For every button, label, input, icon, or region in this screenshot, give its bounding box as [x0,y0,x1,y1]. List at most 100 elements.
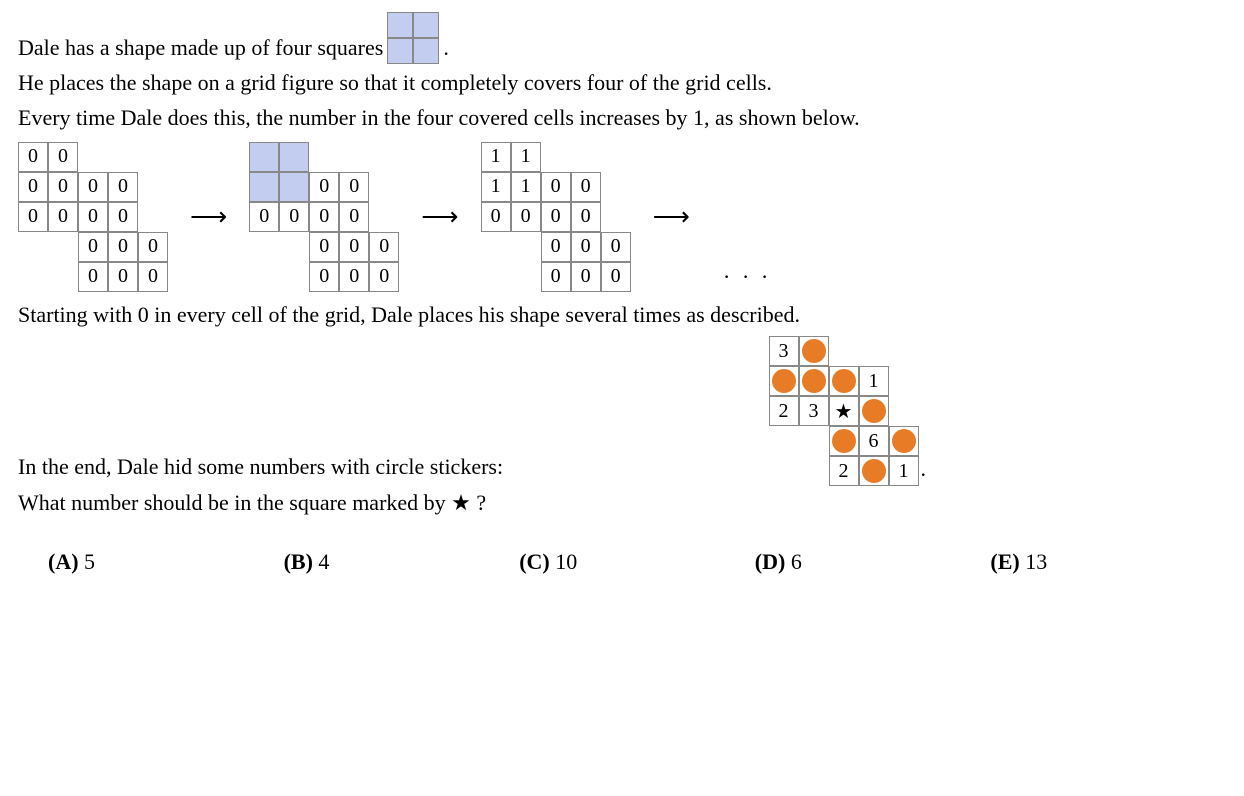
question-line-1: Dale has a shape made up of four squares… [18,12,1226,66]
grid-cell [799,336,829,366]
grid-cell: 1 [511,172,541,202]
empty-cell [541,142,571,172]
star-icon: ★ [835,399,853,424]
empty-cell [279,262,309,292]
grid-cell: 0 [601,262,631,292]
shape-cell [387,38,413,64]
grid-cell: 0 [18,172,48,202]
grid-cell: 0 [309,172,339,202]
grid-cell: 3 [799,396,829,426]
question-line-2: He places the shape on a grid figure so … [18,68,1226,101]
grid-cell: 0 [339,262,369,292]
question-line-3: Every time Dale does this, the number in… [18,103,1226,136]
grid-cell: 1 [481,142,511,172]
empty-cell [511,232,541,262]
grid-cell: 0 [369,232,399,262]
grid-cell: 1 [511,142,541,172]
grid-cell: 0 [48,172,78,202]
answer-choice-a: (A) 5 [18,549,284,575]
answer-value: 10 [555,549,577,574]
sticker-icon [802,339,826,363]
shape-cell [413,38,439,64]
grid-cell: 0 [108,232,138,262]
question-line-6: What number should be in the square mark… [18,488,1226,521]
grid-cell: 2 [829,456,859,486]
answer-choice-e: (E) 13 [990,549,1226,575]
grid-cell: 0 [511,202,541,232]
text-fragment: What number should be in the square mark… [18,488,486,521]
grid-cell: 1 [889,456,919,486]
grid-cell: 0 [48,142,78,172]
answer-value: 4 [318,549,329,574]
empty-cell [799,426,829,456]
final-grid-row: In the end, Dale hid some numbers with c… [18,336,1226,486]
grid-cell [249,172,279,202]
empty-cell [48,232,78,262]
grid-cell: 0 [78,262,108,292]
grid-cell: 0 [481,202,511,232]
empty-cell [769,456,799,486]
answer-choice-d: (D) 6 [755,549,991,575]
empty-cell [369,202,399,232]
empty-cell [601,202,631,232]
grid-cell: 0 [309,202,339,232]
ellipsis: . . . [712,258,784,292]
answer-value: 6 [791,549,802,574]
sticker-icon [892,429,916,453]
grid-cell: 0 [48,202,78,232]
sticker-icon [832,369,856,393]
grid-cell: 0 [309,232,339,262]
empty-cell [309,142,339,172]
grid-cell: 0 [541,202,571,232]
grid-cell: 0 [78,202,108,232]
grid-cell [769,366,799,396]
grid-cell [829,426,859,456]
final-grid: 3123★621 [769,336,919,486]
empty-cell [769,426,799,456]
grid-cell: 6 [859,426,889,456]
empty-cell [369,172,399,202]
answer-value: 13 [1025,549,1047,574]
grid-cell: 0 [108,202,138,232]
empty-cell [601,142,631,172]
empty-cell [249,232,279,262]
inline-shape [387,12,439,66]
empty-cell [279,232,309,262]
empty-cell [339,142,369,172]
question-line-5: In the end, Dale hid some numbers with c… [18,452,769,485]
empty-cell [249,262,279,292]
grid-cell [279,172,309,202]
text-fragment: Dale has a shape made up of four squares [18,33,383,66]
period: . [919,456,927,486]
arrow-icon: ⟶ [168,202,249,232]
grid-cell: 0 [571,202,601,232]
grid-cell: 0 [249,202,279,232]
answer-choice-b: (B) 4 [284,549,520,575]
empty-cell [889,336,919,366]
sticker-icon [772,369,796,393]
sequence-grid: 1111000000000000 [481,142,631,292]
grid-cell [829,366,859,396]
empty-cell [889,366,919,396]
grid-cell: 0 [571,262,601,292]
grid-cell: 0 [339,232,369,262]
grid-cell [799,366,829,396]
grid-cell: 0 [541,232,571,262]
sticker-icon [832,429,856,453]
grid-cell [859,396,889,426]
empty-cell [889,396,919,426]
empty-cell [829,336,859,366]
answer-value: 5 [84,549,95,574]
sequence-grid: 0000000000000000 [18,142,168,292]
grid-cell: 0 [78,232,108,262]
arrow-icon: ⟶ [631,202,712,232]
grid-cell [279,142,309,172]
grid-cell: ★ [829,396,859,426]
grid-cell [249,142,279,172]
grid-cell: 0 [18,142,48,172]
grid-cell: 0 [541,262,571,292]
grid-cell: 0 [279,202,309,232]
empty-cell [18,232,48,262]
grid-cell: 0 [541,172,571,202]
empty-cell [481,232,511,262]
